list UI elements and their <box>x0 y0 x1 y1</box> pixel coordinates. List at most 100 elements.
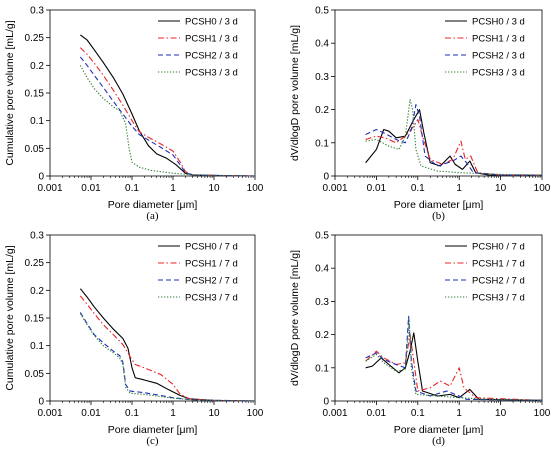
y-tick-label: 0.05 <box>25 369 45 380</box>
legend-label: PCSH2 / 3 d <box>472 51 525 62</box>
y-tick-label: 0 <box>323 397 329 408</box>
legend-label: PCSH2 / 3 d <box>185 51 238 62</box>
panel-label: (a) <box>146 210 159 222</box>
y-tick-label: 0.2 <box>30 61 44 72</box>
x-tick-label: 0.1 <box>125 408 139 419</box>
x-tick-label: 1 <box>456 408 462 419</box>
y-tick-label: 0.05 <box>25 144 45 155</box>
legend-label: PCSH3 / 7 d <box>472 293 525 304</box>
x-tick-label: 0.01 <box>81 408 101 419</box>
panel-label: (c) <box>146 435 159 447</box>
x-tick-label: 1 <box>170 408 176 419</box>
x-tick-label: 10 <box>495 183 507 194</box>
legend-label: PCSH3 / 3 d <box>472 68 525 79</box>
series-line <box>79 47 256 177</box>
y-tick-label: 0.4 <box>315 39 329 50</box>
y-tick-label: 0.4 <box>315 264 329 275</box>
y-tick-label: 0.5 <box>315 231 329 242</box>
series-line <box>79 288 256 402</box>
x-axis-title: Pore diameter [μm] <box>394 424 484 436</box>
y-axis-title: Cumulative pore volume [mL/g] <box>4 245 16 390</box>
x-tick-label: 10 <box>208 183 220 194</box>
x-tick-label: 0.001 <box>322 183 347 194</box>
series-line <box>365 334 543 401</box>
y-tick-label: 0.5 <box>315 6 329 17</box>
chart-panel: 0.001 0.01 0.1 1 10 100 0 0.1 0.2 0.3 0.4 0.5 Pore d… <box>289 231 550 448</box>
y-tick-label: 0.25 <box>25 33 45 44</box>
series-line <box>79 295 256 402</box>
x-tick-label: 0.001 <box>322 408 347 419</box>
series-line <box>79 56 256 177</box>
y-tick-label: 0.3 <box>315 72 329 83</box>
y-tick-label: 0 <box>323 172 329 183</box>
legend-label: PCSH2 / 7 d <box>185 276 238 287</box>
legend-label: PCSH0 / 7 d <box>472 242 525 253</box>
y-tick-label: 0.15 <box>25 314 45 325</box>
x-tick-label: 0.01 <box>367 408 387 419</box>
legend-label: PCSH1 / 3 d <box>185 34 238 45</box>
x-tick-label: 100 <box>247 183 264 194</box>
y-tick-label: 0.3 <box>30 6 44 17</box>
x-tick-label: 100 <box>247 408 264 419</box>
x-tick-label: 100 <box>534 408 550 419</box>
y-tick-label: 0.3 <box>30 231 44 242</box>
y-tick-label: 0.2 <box>315 105 329 116</box>
legend-label: PCSH0 / 7 d <box>185 242 238 253</box>
legend-label: PCSH3 / 7 d <box>185 293 238 304</box>
y-tick-label: 0.2 <box>315 330 329 341</box>
y-tick-label: 0.1 <box>315 363 329 374</box>
y-axis-title: Cumulative pore volume [mL/g] <box>4 20 16 165</box>
panel-label: (d) <box>432 435 445 447</box>
legend-label: PCSH0 / 3 d <box>472 17 525 28</box>
x-tick-label: 10 <box>208 408 220 419</box>
y-tick-label: 0.2 <box>30 286 44 297</box>
y-tick-label: 0.1 <box>30 116 44 127</box>
series-line <box>365 109 543 176</box>
series-line <box>365 332 543 401</box>
series-line <box>79 65 256 177</box>
y-tick-label: 0.25 <box>25 258 45 269</box>
series-line <box>79 312 256 402</box>
x-tick-label: 0.1 <box>125 183 139 194</box>
x-axis-title: Pore diameter [μm] <box>108 199 198 211</box>
series-line <box>365 119 543 176</box>
x-tick-label: 0.1 <box>411 408 425 419</box>
legend-label: PCSH0 / 3 d <box>185 17 238 28</box>
series-line <box>79 313 256 402</box>
legend-label: PCSH1 / 3 d <box>472 34 525 45</box>
plot-frame <box>334 234 543 402</box>
y-tick-label: 0.1 <box>315 138 329 149</box>
x-tick-label: 0.01 <box>367 183 387 194</box>
x-tick-label: 100 <box>534 183 550 194</box>
x-tick-label: 0.01 <box>81 183 101 194</box>
series-line <box>365 104 543 176</box>
legend-label: PCSH3 / 3 d <box>185 68 238 79</box>
panel-label: (b) <box>432 210 445 222</box>
chart-panel: 0.001 0.01 0.1 1 10 100 0 0.05 0.1 0.15 0.2 0.25 0.3… <box>4 6 264 223</box>
x-axis-title: Pore diameter [μm] <box>394 199 484 211</box>
legend-label: PCSH1 / 7 d <box>185 259 238 270</box>
y-tick-label: 0 <box>38 397 44 408</box>
x-tick-label: 1 <box>456 183 462 194</box>
y-tick-label: 0.1 <box>30 341 44 352</box>
series-line <box>365 315 543 401</box>
y-tick-label: 0.3 <box>315 297 329 308</box>
x-tick-label: 10 <box>495 408 507 419</box>
x-axis-title: Pore diameter [μm] <box>108 424 198 436</box>
y-axis-title: dV/dlogD pore volume [mL/g] <box>289 25 301 161</box>
x-tick-label: 0.001 <box>37 183 62 194</box>
y-axis-title: dV/dlogD pore volume [mL/g] <box>289 250 301 386</box>
series-line <box>365 320 543 401</box>
y-tick-label: 0 <box>38 172 44 183</box>
chart-panel: 0.001 0.01 0.1 1 10 100 0 0.1 0.2 0.3 0.4 0.5 Pore d… <box>289 6 550 223</box>
series-line <box>365 99 543 176</box>
x-tick-label: 1 <box>170 183 176 194</box>
chart-panel: 0.001 0.01 0.1 1 10 100 0 0.05 0.1 0.15 0.2 0.25 0.3… <box>4 231 264 448</box>
legend-label: PCSH2 / 7 d <box>472 276 525 287</box>
legend-label: PCSH1 / 7 d <box>472 259 525 270</box>
x-tick-label: 0.001 <box>37 408 62 419</box>
y-tick-label: 0.15 <box>25 89 45 100</box>
plot-frame <box>334 9 543 177</box>
x-tick-label: 0.1 <box>411 183 425 194</box>
